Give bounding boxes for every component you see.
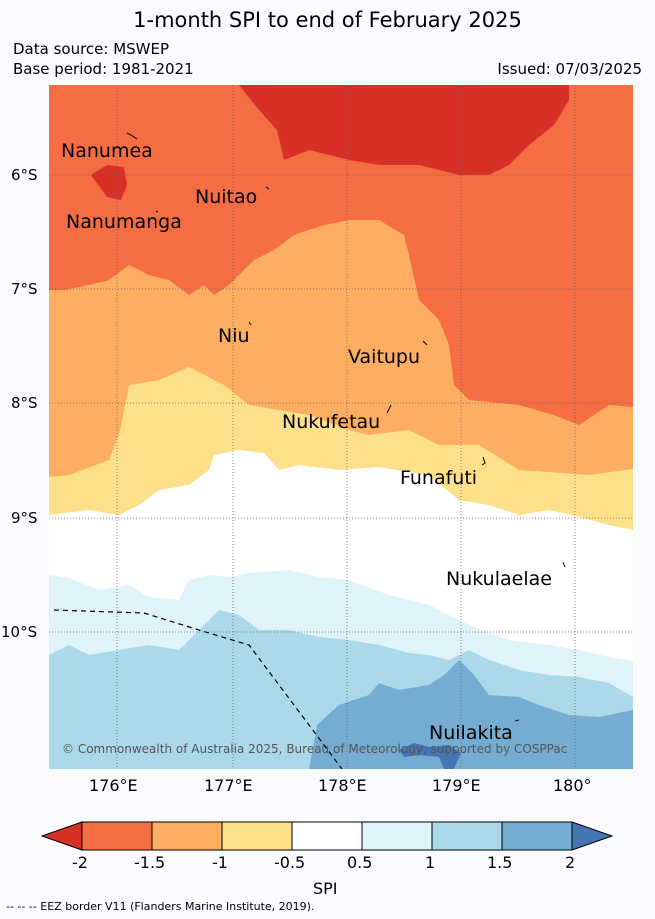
spi-map xyxy=(49,85,633,769)
lat-label-6s: 6°S xyxy=(11,166,38,184)
issued-date-text: Issued: 07/03/2025 xyxy=(497,60,642,78)
colorbar-label: SPI xyxy=(313,879,338,898)
colorbar-segment xyxy=(432,822,502,850)
island-marks xyxy=(126,132,566,722)
lat-label-10s: 10°S xyxy=(1,623,38,641)
colorbar-tick: 0.5 xyxy=(347,853,373,872)
colorbar-tick: 2 xyxy=(565,853,576,872)
base-period-text: Base period: 1981-2021 xyxy=(13,60,194,78)
place-label-nuitao: Nuitao xyxy=(195,186,258,208)
place-label-nanumea: Nanumea xyxy=(61,140,153,162)
place-label-vaitupu: Vaitupu xyxy=(348,346,421,368)
colorbar-extend-high xyxy=(571,821,614,851)
colorbar-segment xyxy=(82,822,152,850)
colorbar-tick: -1 xyxy=(212,853,228,872)
spi-band-below-minus2 xyxy=(239,85,569,175)
lat-label-7s: 7°S xyxy=(11,280,38,298)
spi-band-below-minus2-nanumea xyxy=(91,165,127,200)
colorbar-segment xyxy=(292,822,362,850)
colorbar-tick: 1 xyxy=(425,853,436,872)
data-source-text: Data source: MSWEP xyxy=(13,40,170,58)
place-label-funafuti: Funafuti xyxy=(400,467,478,489)
lon-label-179e: 179°E xyxy=(432,776,481,795)
lat-label-8s: 8°S xyxy=(11,394,38,412)
colorbar-segment xyxy=(362,822,432,850)
place-label-nukufetau: Nukufetau xyxy=(282,411,381,433)
colorbar-tick: -0.5 xyxy=(274,853,306,872)
place-label-nuilakita: Nuilakita xyxy=(429,722,513,744)
lon-label-177e: 177°E xyxy=(204,776,253,795)
eez-border xyxy=(53,609,343,769)
spi-band-above-2 xyxy=(399,743,461,769)
place-label-nanumanga: Nanumanga xyxy=(66,211,182,233)
colorbar-segment xyxy=(222,822,292,850)
map-title: 1-month SPI to end of February 2025 xyxy=(133,8,522,32)
place-label-nukulaelae: Nukulaelae xyxy=(446,568,552,590)
place-label-niu: Niu xyxy=(218,325,250,347)
colorbar-tick: -2 xyxy=(72,853,88,872)
colorbar-extend-low xyxy=(40,821,83,851)
lat-label-9s: 9°S xyxy=(11,509,38,527)
eez-legend-note: -- -- -- EEZ border V11 (Flanders Marine… xyxy=(6,900,315,913)
spi-colorbar xyxy=(40,821,614,851)
lon-label-178e: 178°E xyxy=(318,776,367,795)
copyright-text: © Commonwealth of Australia 2025, Bureau… xyxy=(62,742,568,756)
colorbar-tick: -1.5 xyxy=(134,853,166,872)
lon-label-176e: 176°E xyxy=(89,776,138,795)
colorbar-segment xyxy=(152,822,222,850)
spi-band-1.5-to-2 xyxy=(309,660,633,769)
graticule xyxy=(49,85,633,769)
lon-label-180: 180° xyxy=(553,776,592,795)
colorbar-tick: 1.5 xyxy=(487,853,513,872)
colorbar-segment xyxy=(502,822,572,850)
